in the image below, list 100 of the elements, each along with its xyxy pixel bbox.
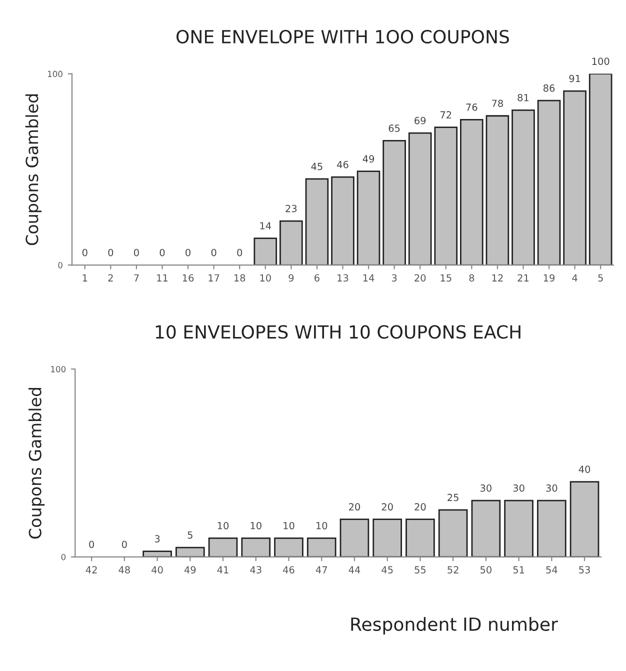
data-label: 3 — [154, 535, 160, 542]
x-tick-label: 43 — [250, 566, 262, 574]
x-tick-label: 4 — [572, 274, 578, 282]
bar — [254, 238, 278, 266]
chart-title: ONE ENVELOPE WITH 1OO COUPONS — [176, 30, 509, 44]
x-tick-label: 13 — [338, 274, 348, 282]
data-label: 86 — [543, 84, 555, 92]
data-label: 0 — [134, 248, 139, 256]
x-tick-label: 2 — [108, 274, 113, 282]
x-tick-label: 9 — [288, 274, 294, 282]
data-label: 14 — [260, 222, 272, 230]
bar — [331, 176, 354, 266]
x-tick-label: 55 — [414, 566, 426, 574]
bar — [406, 518, 435, 557]
x-tick-label: 7 — [134, 274, 139, 282]
x-tick-label: 16 — [182, 274, 194, 282]
data-label: 69 — [414, 116, 426, 124]
x-tick-label: 20 — [414, 274, 426, 282]
x-tick-label: 21 — [518, 274, 529, 282]
y-tick-label: 100 — [48, 70, 62, 78]
data-label: 49 — [362, 155, 374, 163]
x-tick-label: 41 — [217, 566, 228, 574]
x-tick-label: 52 — [448, 566, 458, 574]
x-tick-label: 54 — [546, 566, 558, 574]
x-tick-label: 42 — [86, 566, 97, 574]
bar — [142, 550, 172, 557]
x-tick-label: 53 — [579, 566, 590, 574]
data-label: 30 — [513, 484, 524, 492]
data-label: 0 — [237, 248, 242, 256]
y-tick-label: 0 — [58, 262, 62, 268]
y-tick-label: 100 — [51, 366, 66, 372]
x-tick-label: 15 — [440, 274, 452, 282]
data-label: 81 — [518, 94, 529, 102]
data-label: 10 — [250, 522, 262, 530]
data-label: 20 — [382, 503, 393, 511]
x-tick-label: 49 — [184, 566, 196, 574]
data-label: 0 — [211, 248, 216, 256]
bar — [486, 115, 510, 266]
bar — [306, 537, 336, 557]
x-tick-label: 6 — [314, 274, 320, 282]
bar — [382, 140, 406, 266]
bar — [340, 518, 370, 557]
x-tick-label: 46 — [283, 566, 294, 574]
bar — [241, 537, 271, 557]
data-label: 76 — [466, 104, 478, 111]
x-tick-label: 11 — [157, 274, 168, 282]
data-label: 30 — [480, 484, 492, 492]
bar — [356, 170, 380, 266]
data-label: 0 — [89, 540, 94, 548]
y-axis-title: Coupons Gambled — [25, 94, 42, 246]
data-label: 23 — [286, 204, 297, 212]
x-tick-label: 1 — [82, 274, 88, 282]
bar — [460, 119, 484, 266]
x-tick-label: 10 — [260, 274, 271, 282]
data-label: 0 — [160, 248, 165, 256]
data-label: 46 — [337, 160, 348, 168]
x-tick-label: 3 — [392, 274, 397, 282]
x-tick-label: 8 — [469, 274, 474, 282]
data-label: 0 — [122, 540, 127, 548]
y-axis-title: Coupons Gambled — [28, 388, 45, 539]
x-tick-label: 18 — [234, 274, 246, 282]
data-label: 72 — [440, 111, 452, 118]
x-tick-label: 45 — [382, 566, 393, 574]
data-label: 100 — [592, 58, 610, 65]
data-label: 10 — [284, 522, 294, 530]
bar — [537, 100, 561, 266]
bar — [504, 500, 534, 557]
x-tick-label: 48 — [118, 566, 130, 574]
chart-title: 10 ENVELOPES WITH 10 COUPONS EACH — [156, 325, 520, 339]
data-label: 0 — [108, 248, 114, 256]
data-label: 91 — [569, 74, 580, 82]
x-tick-label: 51 — [513, 566, 524, 574]
bar — [471, 500, 501, 557]
data-label: 30 — [546, 484, 558, 492]
data-label: 20 — [414, 503, 426, 511]
bar — [537, 500, 566, 557]
bar — [434, 126, 458, 266]
y-tick-label: 0 — [61, 554, 66, 560]
bar — [408, 132, 432, 266]
bar — [372, 518, 402, 557]
bar — [175, 546, 205, 557]
x-tick-label: 14 — [363, 274, 374, 282]
bar — [563, 90, 586, 266]
data-label: 10 — [316, 522, 328, 530]
bar — [512, 109, 535, 266]
data-label: 20 — [349, 503, 360, 511]
x-tick-label: 5 — [598, 274, 603, 282]
data-label: 0 — [186, 248, 190, 256]
bar — [438, 509, 468, 557]
x-tick-label: 17 — [208, 274, 220, 282]
bar — [570, 481, 600, 557]
data-label: 10 — [218, 522, 229, 530]
data-label: 45 — [311, 162, 322, 170]
x-tick-label: 12 — [492, 274, 503, 282]
bar — [274, 537, 304, 557]
data-label: 65 — [388, 124, 400, 132]
x-axis-title: Respondent ID number — [351, 617, 558, 635]
x-tick-label: 40 — [152, 566, 163, 574]
data-label: 78 — [492, 100, 503, 108]
bar — [305, 178, 329, 266]
